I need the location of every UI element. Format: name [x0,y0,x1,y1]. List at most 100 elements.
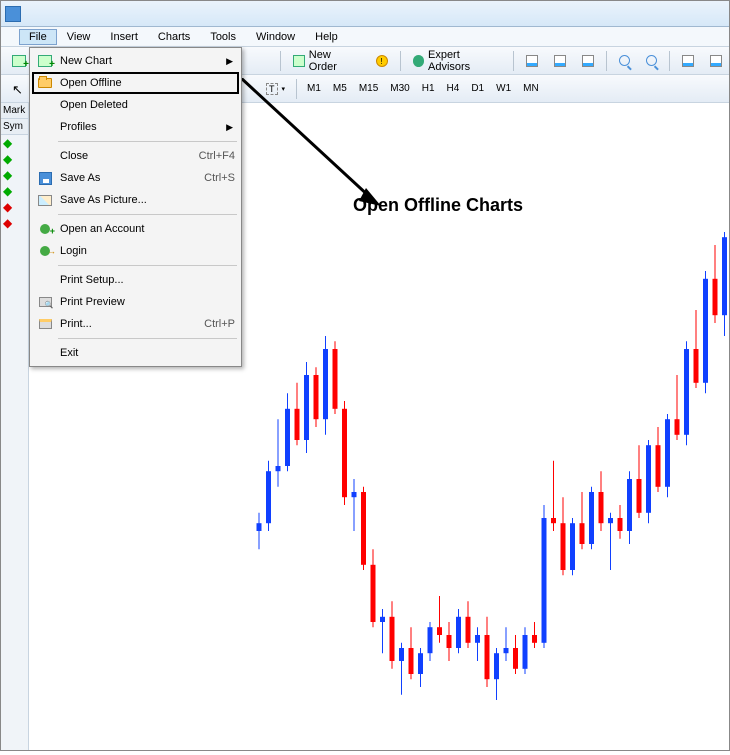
menu-separator [58,214,237,215]
new-order-label: New Order [309,49,360,73]
menu-label: Print... [60,318,194,330]
print-item[interactable]: Print... Ctrl+P [32,313,239,335]
zoom-in-icon [619,55,630,66]
timeframe-m30[interactable]: M30 [384,80,415,97]
text-tool[interactable]: T▾ [259,80,292,98]
arrow-down-icon: ◆ [3,200,12,214]
app-icon [5,6,21,22]
timeframe-h4[interactable]: H4 [441,80,466,97]
zoom-in-button[interactable] [612,52,637,69]
menubar-item-window[interactable]: Window [246,29,305,45]
menu-shortcut: Ctrl+P [204,318,235,330]
separator [513,51,514,71]
timeframe-d1[interactable]: D1 [465,80,490,97]
print-preview-icon [39,297,52,307]
menu-label: Save As [60,172,194,184]
symbol-row[interactable]: ◆ [1,151,28,167]
chart-tool-4[interactable] [675,52,701,70]
menu-label: Save As Picture... [60,194,235,206]
picture-icon [38,195,52,206]
open-account-item[interactable]: Open an Account [32,218,239,240]
chart-icon [582,55,594,67]
symbol-row[interactable]: ◆ [1,135,28,151]
menu-label: Exit [60,347,235,359]
user-add-icon [40,224,50,234]
print-preview-item[interactable]: Print Preview [32,291,239,313]
chart-tool-1[interactable] [519,52,545,70]
exit-item[interactable]: Exit [32,342,239,364]
arrow-up-icon: ◆ [3,152,12,166]
chart-icon [710,55,722,67]
timeframe-h1[interactable]: H1 [416,80,441,97]
print-setup-item[interactable]: Print Setup... [32,269,239,291]
chart-icon [12,55,26,67]
file-menu-dropdown: New Chart ▶ Open Offline Open Deleted Pr… [29,47,242,367]
timeframe-m15[interactable]: M15 [353,80,384,97]
separator [296,79,297,99]
menu-shortcut: Ctrl+F4 [199,150,235,162]
info-icon: ! [376,55,388,67]
separator [400,51,401,71]
chart-icon [526,55,538,67]
arrow-down-icon: ◆ [3,216,12,230]
separator [280,51,281,71]
new-order-icon [293,55,305,67]
menubar-item-file[interactable]: File [19,29,57,45]
market-watch-panel: Mark Sym ◆◆◆◆◆◆ [1,103,29,750]
profiles-item[interactable]: Profiles ▶ [32,116,239,138]
timeframe-mn[interactable]: MN [517,80,545,97]
expert-icon [413,55,424,67]
menubar-item-view[interactable]: View [57,29,101,45]
arrow-up-icon: ◆ [3,136,12,150]
expert-advisors-button[interactable]: Expert Advisors [406,46,509,76]
chart-icon [682,55,694,67]
menu-label: Open Offline [60,77,235,89]
chart-tool-2[interactable] [547,52,573,70]
menu-label: New Chart [60,55,235,67]
submenu-arrow-icon: ▶ [226,122,233,133]
menu-separator [58,338,237,339]
save-as-item[interactable]: Save As Ctrl+S [32,167,239,189]
menu-label: Login [60,245,235,257]
symbol-row[interactable]: ◆ [1,215,28,231]
save-as-picture-item[interactable]: Save As Picture... [32,189,239,211]
chart-icon [554,55,566,67]
menubar-item-charts[interactable]: Charts [148,29,200,45]
symbol-row[interactable]: ◆ [1,167,28,183]
printer-icon [39,319,52,329]
open-deleted-item[interactable]: Open Deleted [32,94,239,116]
separator [606,51,607,71]
close-item[interactable]: Close Ctrl+F4 [32,145,239,167]
menubar-item-help[interactable]: Help [305,29,348,45]
chart-icon [38,55,52,67]
login-icon [40,246,50,256]
market-watch-header: Mark [1,103,28,119]
timeframe-m1[interactable]: M1 [301,80,327,97]
menu-label: Open Deleted [60,99,235,111]
menu-label: Open an Account [60,223,235,235]
cursor-tool[interactable] [5,79,29,99]
info-button[interactable]: ! [369,52,395,70]
chart-tool-5[interactable] [703,52,729,70]
expert-advisors-label: Expert Advisors [428,49,501,73]
chart-tool-3[interactable] [575,52,601,70]
menu-separator [58,265,237,266]
menubar: FileViewInsertChartsToolsWindowHelp [1,27,729,47]
timeframe-m5[interactable]: M5 [327,80,353,97]
new-chart-item[interactable]: New Chart ▶ [32,50,239,72]
zoom-out-button[interactable] [639,52,664,69]
open-offline-item[interactable]: Open Offline [32,72,239,94]
submenu-arrow-icon: ▶ [226,56,233,67]
text-icon: T [266,83,278,95]
menu-separator [58,141,237,142]
separator [669,51,670,71]
symbol-row[interactable]: ◆ [1,183,28,199]
symbol-row[interactable]: ◆ [1,199,28,215]
new-order-button[interactable]: New Order [286,46,366,76]
menubar-item-tools[interactable]: Tools [200,29,246,45]
menubar-item-insert[interactable]: Insert [100,29,148,45]
login-item[interactable]: Login [32,240,239,262]
timeframe-w1[interactable]: W1 [490,80,517,97]
menu-shortcut: Ctrl+S [204,172,235,184]
annotation-label: Open Offline Charts [353,195,523,216]
